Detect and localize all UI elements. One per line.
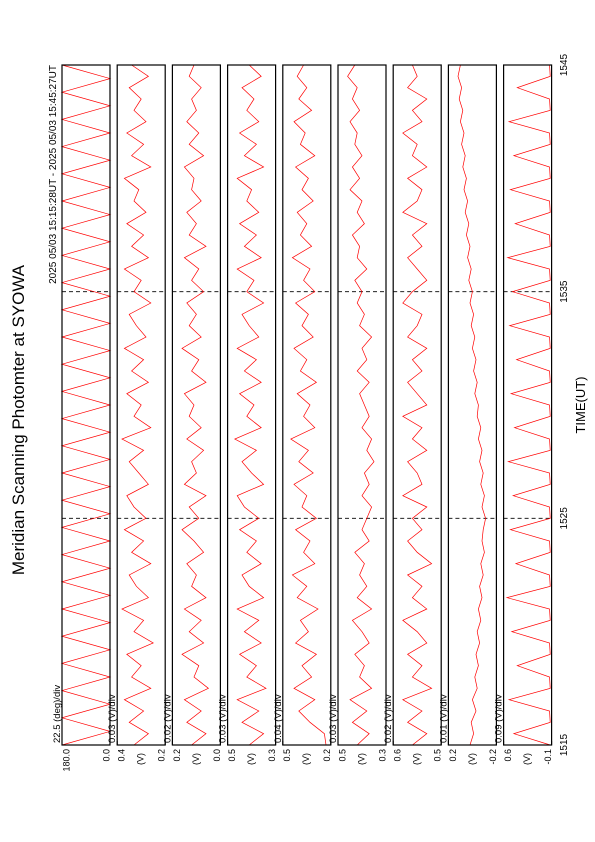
y-tick-label: 0.3: [377, 749, 387, 762]
panel-frame: [227, 64, 277, 746]
y-tick-label: 0.0: [212, 749, 222, 762]
y-tick-label: 0.5: [282, 749, 292, 762]
signal-line: [121, 64, 154, 746]
signal-line: [233, 64, 267, 746]
y-axis-label: (V): [412, 753, 422, 765]
panel-frame: [337, 64, 387, 746]
panel-frame: [503, 64, 553, 746]
panel-frame: [171, 64, 221, 746]
panel-scale-label: 0.04 (V)/div: [273, 694, 284, 743]
panel-scale-label: 0.03 (V)/div: [107, 694, 118, 743]
y-axis-label: (V): [246, 753, 256, 765]
y-tick-label: 0.2: [157, 749, 167, 762]
signal-line: [505, 64, 551, 746]
signal-line: [347, 64, 375, 746]
panel-scale-label: 0.02 (V)/div: [383, 694, 394, 743]
panel-frame: [282, 64, 332, 746]
y-axis-label: (V): [522, 753, 532, 765]
y-tick-label: 0.3: [267, 749, 277, 762]
y-axis-label: (V): [136, 753, 146, 765]
panel-scale-label: 22.5 (deg)/div: [52, 685, 63, 743]
y-axis-label: (V): [301, 753, 311, 765]
y-tick-label: 0.5: [433, 749, 443, 762]
signal-line: [402, 64, 433, 746]
y-tick-label: -0.2: [488, 749, 498, 765]
y-axis-label: (V): [467, 753, 477, 765]
y-tick-label: -0.1: [543, 749, 553, 765]
x-axis-label: TIME(UT): [573, 376, 588, 433]
signal-line: [290, 64, 327, 746]
panel-scale-label: 0.03 (V)/div: [328, 694, 339, 743]
x-tick-label: 1515: [559, 733, 570, 756]
y-tick-label: 0.4: [117, 749, 127, 762]
y-tick-label: 0.2: [322, 749, 332, 762]
signal-line: [457, 64, 486, 746]
y-tick-label: 0.5: [337, 749, 347, 762]
y-tick-label: 0.6: [503, 749, 513, 762]
x-tick-label: 1535: [559, 280, 570, 303]
chart-subtitle: 2025 05/03 15:15:28UT - 2025 05/03 15:45…: [48, 65, 59, 284]
y-tick-label: 0.2: [172, 749, 182, 762]
signal-line: [181, 64, 210, 746]
signal-line: [60, 64, 112, 746]
panel-scale-label: 0.01 (V)/div: [438, 694, 449, 743]
x-tick-label: 1525: [559, 507, 570, 530]
y-axis-label: (V): [191, 753, 201, 765]
rotated-chart: Meridian Scanning Photomter at SYOWA 202…: [9, 53, 588, 771]
y-axis-label: (V): [356, 753, 366, 765]
panel-scale-label: 0.09 (V)/div: [494, 694, 505, 743]
panel-scale-label: 0.02 (V)/div: [162, 694, 173, 743]
panel-frame: [61, 64, 111, 746]
panel-scale-label: 0.03 (V)/div: [218, 694, 229, 743]
panel-frame: [116, 64, 166, 746]
panel-frame: [447, 64, 497, 746]
y-tick-label: 0.2: [448, 749, 458, 762]
chart-title: Meridian Scanning Photomter at SYOWA: [9, 264, 28, 575]
y-tick-label: 0.6: [393, 749, 403, 762]
x-tick-label: 1545: [559, 53, 570, 76]
panel-frame: [392, 64, 442, 746]
y-tick-label: 180.0: [61, 749, 71, 772]
y-tick-label: 0.0: [101, 749, 111, 762]
y-tick-label: 0.5: [227, 749, 237, 762]
